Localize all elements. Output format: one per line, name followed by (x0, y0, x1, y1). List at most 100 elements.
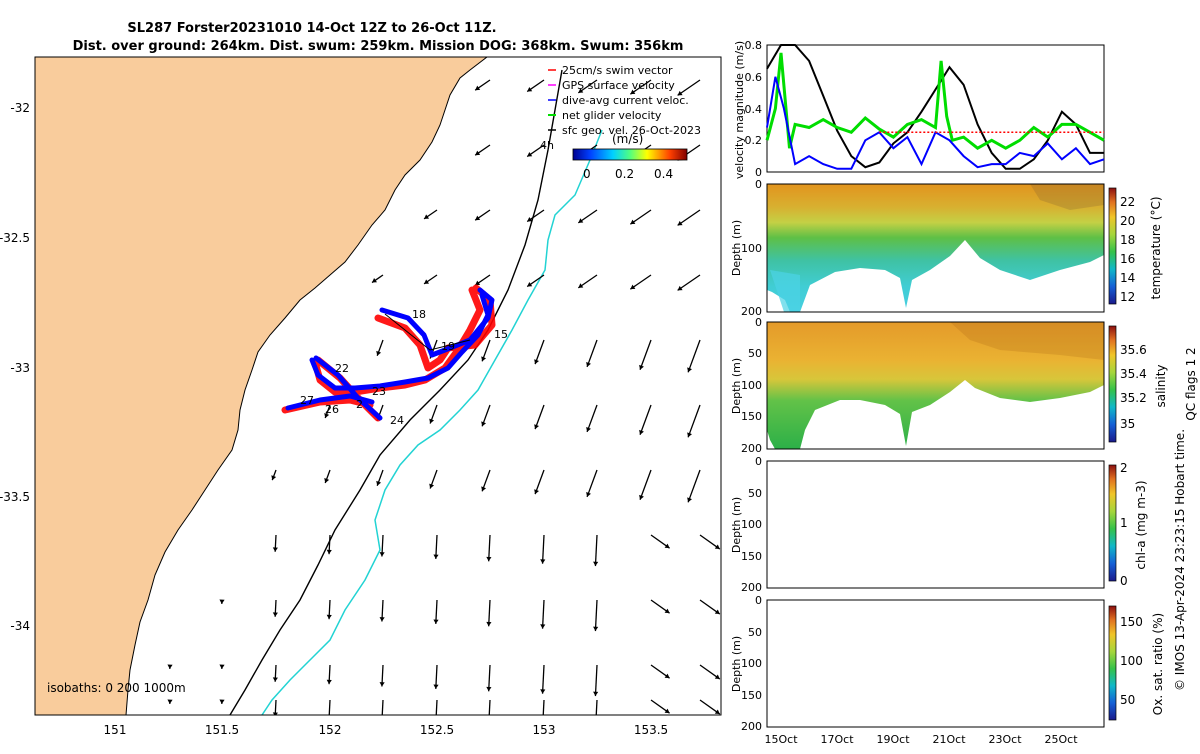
svg-text:25Oct: 25Oct (1044, 733, 1078, 746)
svg-text:35.4: 35.4 (1120, 367, 1147, 381)
svg-text:23: 23 (372, 385, 386, 398)
oxygen-colorbar (1109, 606, 1116, 720)
svg-text:-32: -32 (10, 101, 30, 115)
svg-text:0: 0 (755, 178, 762, 191)
svg-text:GPS surface velocity: GPS surface velocity (562, 79, 675, 92)
svg-text:21Oct: 21Oct (932, 733, 966, 746)
svg-text:net glider velocity: net glider velocity (562, 109, 662, 122)
svg-text:200: 200 (741, 442, 762, 455)
svg-text:18: 18 (412, 308, 426, 321)
svg-text:100: 100 (741, 657, 762, 670)
svg-text:Depth (m): Depth (m) (730, 358, 743, 414)
svg-text:26: 26 (325, 403, 339, 416)
svg-text:0: 0 (583, 167, 591, 181)
svg-text:50: 50 (748, 487, 762, 500)
svg-text:chl-a (mg m-3): chl-a (mg m-3) (1134, 480, 1148, 569)
svg-text:-33.5: -33.5 (0, 490, 30, 504)
svg-text:0: 0 (1120, 574, 1128, 588)
velocity-ylabel: velocity magnitude (m/s) (733, 41, 746, 179)
svg-text:25cm/s swim vector: 25cm/s swim vector (562, 64, 673, 77)
svg-text:100: 100 (741, 379, 762, 392)
svg-text:27: 27 (300, 394, 314, 407)
svg-text:20: 20 (1120, 214, 1135, 228)
svg-text:16: 16 (1120, 252, 1135, 266)
map-panel: 18 19 15 22 23 24 27 26 2 151 151.5 152 … (0, 57, 721, 737)
svg-text:-32.5: -32.5 (0, 231, 30, 245)
svg-text:temperature (°C): temperature (°C) (1149, 197, 1163, 300)
salinity-colorbar (1109, 326, 1116, 442)
svg-text:50: 50 (1120, 693, 1135, 707)
svg-text:152.5: 152.5 (420, 723, 454, 737)
svg-text:100: 100 (741, 242, 762, 255)
svg-text:2: 2 (1120, 461, 1128, 475)
velocity-arrow-head (593, 727, 598, 731)
svg-text:24: 24 (390, 414, 404, 427)
date-x-ticks: 15Oct 17Oct 19Oct 21Oct 23Oct 25Oct (764, 733, 1078, 746)
colorbar-unit: (m/s) (612, 132, 643, 146)
svg-text:Ox. sat. ratio (%): Ox. sat. ratio (%) (1151, 613, 1165, 715)
svg-text:19Oct: 19Oct (876, 733, 910, 746)
svg-text:0.2: 0.2 (615, 167, 634, 181)
svg-text:153.5: 153.5 (634, 723, 668, 737)
svg-text:18: 18 (1120, 233, 1135, 247)
svg-text:12: 12 (1120, 290, 1135, 304)
svg-text:15: 15 (494, 328, 508, 341)
isobaths-label: isobaths: 0 200 1000m (47, 681, 186, 695)
credit-label: © IMOS 13-Apr-2024 23:23:15 Hobart time. (1173, 429, 1187, 691)
svg-text:4h: 4h (540, 139, 554, 152)
svg-text:19: 19 (441, 340, 455, 353)
svg-text:2: 2 (356, 398, 363, 411)
svg-text:150: 150 (1120, 615, 1143, 629)
svg-text:0.4: 0.4 (654, 167, 673, 181)
svg-text:151.5: 151.5 (205, 723, 239, 737)
svg-text:50: 50 (748, 347, 762, 360)
svg-text:-33: -33 (10, 361, 30, 375)
map-x-ticks: 151 151.5 152 152.5 153 153.5 (104, 723, 669, 737)
svg-text:0.6: 0.6 (745, 71, 763, 84)
svg-text:0: 0 (755, 455, 762, 468)
title-line1: SL287 Forster20231010 14-Oct 12Z to 26-O… (127, 21, 496, 36)
svg-text:35.2: 35.2 (1120, 391, 1147, 405)
svg-text:Depth (m): Depth (m) (730, 497, 743, 553)
svg-text:150: 150 (741, 689, 762, 702)
svg-text:17Oct: 17Oct (820, 733, 854, 746)
svg-text:1: 1 (1120, 516, 1128, 530)
svg-text:200: 200 (741, 720, 762, 733)
svg-text:35: 35 (1120, 417, 1135, 431)
velocity-arrow-head (486, 722, 491, 726)
svg-text:23Oct: 23Oct (988, 733, 1022, 746)
svg-text:0.2: 0.2 (745, 134, 763, 147)
svg-text:22: 22 (1120, 195, 1135, 209)
svg-text:22: 22 (335, 362, 349, 375)
svg-text:0: 0 (755, 316, 762, 329)
oxygen-panel: 0 50 100 150 200 Depth (m) 50 100 150 Ox… (730, 594, 1165, 746)
svg-text:153: 153 (533, 723, 556, 737)
qc-flags-label: QC flags 1 2 (1184, 347, 1198, 420)
chla-colorbar (1109, 465, 1116, 581)
svg-text:151: 151 (104, 723, 127, 737)
svg-text:salinity: salinity (1154, 364, 1168, 407)
svg-text:35.6: 35.6 (1120, 343, 1147, 357)
svg-text:152: 152 (319, 723, 342, 737)
temperature-colorbar (1109, 188, 1116, 304)
salinity-panel: 0 50 100 150 200 Depth (m) 35 35.2 35.4 … (730, 316, 1168, 455)
title-line2: Dist. over ground: 264km. Dist. swum: 25… (73, 39, 684, 54)
svg-text:100: 100 (1120, 654, 1143, 668)
svg-text:150: 150 (741, 410, 762, 423)
velocity-panel: 0.8 0.6 0.4 0.2 0 velocity magnitude (m/… (733, 39, 1104, 179)
svg-text:15Oct: 15Oct (764, 733, 798, 746)
speed-colorbar (573, 149, 687, 160)
svg-text:-34: -34 (10, 619, 30, 633)
svg-text:100: 100 (741, 518, 762, 531)
svg-text:200: 200 (741, 581, 762, 594)
svg-text:0.4: 0.4 (745, 103, 763, 116)
svg-text:150: 150 (741, 550, 762, 563)
svg-text:0.8: 0.8 (745, 39, 763, 52)
svg-text:Depth (m): Depth (m) (730, 220, 743, 276)
svg-text:14: 14 (1120, 271, 1135, 285)
velocity-arrow-head (380, 717, 385, 721)
svg-text:50: 50 (748, 626, 762, 639)
velocity-y-ticks: 0.8 0.6 0.4 0.2 0 (745, 39, 763, 179)
svg-text:dive-avg current veloc.: dive-avg current veloc. (562, 94, 689, 107)
chla-panel: 0 50 100 150 200 Depth (m) 0 1 2 chl-a (… (730, 455, 1148, 594)
